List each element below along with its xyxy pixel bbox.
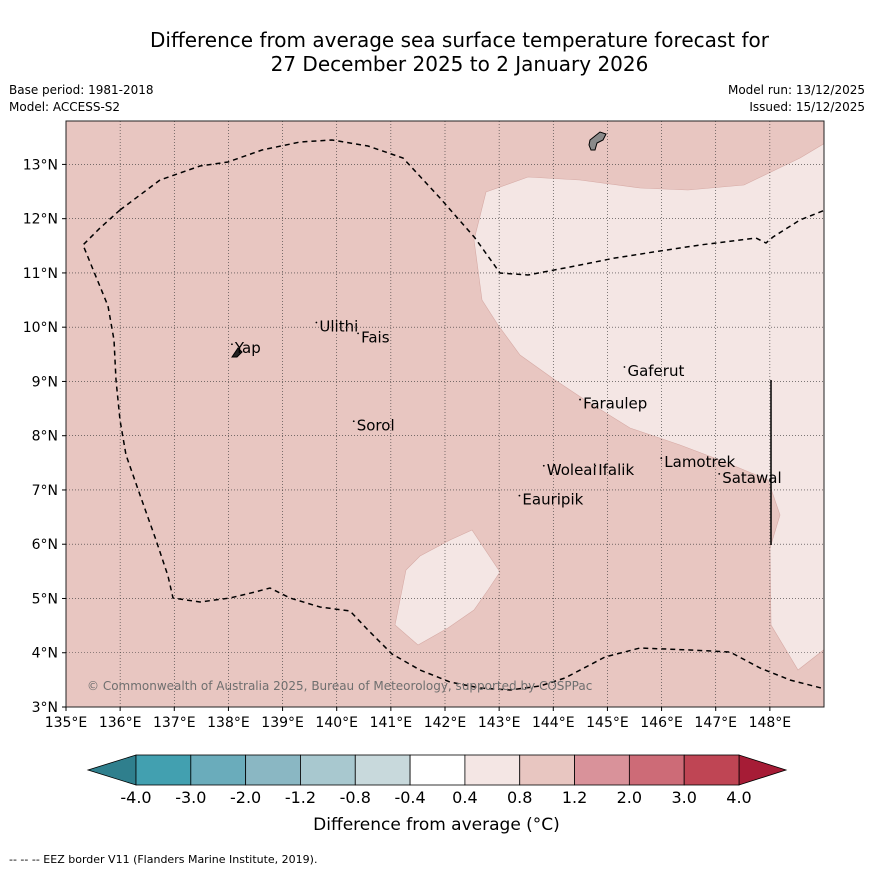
lon-tick-label: 142°E (424, 715, 467, 731)
lon-tick-label: 137°E (153, 715, 196, 731)
eez-footnote: -- -- -- EEZ border V11 (Flanders Marine… (9, 853, 318, 866)
lon-tick-label: 145°E (586, 715, 629, 731)
lon-tick-label: 143°E (478, 715, 521, 731)
place-label: Yap (234, 339, 261, 357)
lat-tick-label: 11°N (23, 266, 58, 282)
latitude-axis: 3°N 4°N 5°N 6°N 7°N 8°N 9°N 10°N 11°N 12°N 13°N (23, 157, 66, 716)
colorbar-tick-label: 3.0 (671, 788, 696, 807)
colorbar-segment (574, 754, 630, 786)
place-label: Faraulep (583, 395, 647, 413)
colorbar-over-arrow (738, 754, 788, 786)
colorbar-under-arrow (86, 754, 137, 786)
colorbar-tick-label: 0.8 (507, 788, 532, 807)
lat-tick-label: 9°N (32, 374, 58, 390)
colorbar-tick-label: -4.0 (120, 788, 151, 807)
lon-tick-label: 139°E (261, 715, 304, 731)
colorbar-tick-label: -2.0 (230, 788, 261, 807)
place-marker (352, 420, 355, 423)
place-marker (594, 464, 597, 467)
place-marker (718, 473, 721, 475)
place-marker (231, 343, 233, 346)
place-label: Satawal (722, 469, 781, 487)
lon-tick-label: 136°E (99, 715, 142, 731)
colorbar-segment (245, 754, 301, 786)
anomaly-region-northeast (473, 143, 824, 671)
place-marker (542, 464, 545, 467)
place-label: Gaferut (627, 362, 684, 380)
anomaly-region-south (394, 529, 501, 646)
colorbar-segment (354, 754, 411, 786)
lat-tick-label: 5°N (32, 591, 58, 607)
place-marker (315, 321, 318, 324)
colorbar-tick-label: 4.0 (726, 788, 751, 807)
guam-island (588, 131, 607, 151)
colorbar-segment (683, 754, 740, 786)
model-name: Model: ACCESS-S2 (9, 100, 121, 114)
colorbar-tick-label: -0.4 (394, 788, 425, 807)
lat-tick-label: 4°N (32, 646, 58, 662)
issued-date: Issued: 15/12/2025 (749, 100, 865, 114)
lat-tick-label: 10°N (23, 320, 58, 336)
colorbar-tick-label: 2.0 (617, 788, 642, 807)
colorbar-segment (190, 754, 247, 786)
lon-tick-label: 141°E (370, 715, 413, 731)
colorbar-segment (519, 754, 575, 786)
place-label: Sorol (357, 416, 395, 434)
place-marker (660, 457, 663, 460)
colorbar-segment (300, 754, 356, 786)
lat-tick-label: 7°N (32, 483, 58, 499)
lon-tick-label: 140°E (315, 715, 358, 731)
colorbar-tick-label: 1.2 (562, 788, 587, 807)
colorbar-segment (628, 754, 685, 786)
colorbar-segment (409, 754, 466, 786)
meta-right: Model run: 13/12/2025 Issued: 15/12/2025 (728, 82, 865, 116)
colorbar-segment (135, 754, 192, 786)
yap-island (231, 347, 243, 358)
graticule (66, 121, 824, 707)
lat-tick-label: 12°N (23, 212, 58, 228)
colorbar-tick-label: -0.8 (340, 788, 371, 807)
model-run: Model run: 13/12/2025 (727, 83, 865, 97)
longitude-axis: 135°E 136°E 137°E 138°E 139°E 140°E 141°E 142°E… (45, 707, 791, 731)
place-label: Eauripik (522, 491, 583, 509)
meta-left: Base period: 1981-2018 Model: ACCESS-S2 (9, 82, 154, 116)
colorbar-tick-label: -1.2 (285, 788, 316, 807)
place-label: Ifalik (598, 461, 634, 479)
copyright-note: © Commonwealth of Australia 2025, Bureau… (87, 679, 592, 693)
place-marker (357, 332, 359, 335)
title-line-2: 27 December 2025 to 2 January 2026 (270, 52, 649, 76)
lon-tick-label: 146°E (640, 715, 683, 731)
base-period: Base period: 1981-2018 (9, 83, 154, 97)
lat-tick-label: 8°N (32, 429, 58, 445)
colorbar-label: Difference from average (°C) (313, 815, 560, 835)
place-label: Lamotrek (664, 453, 735, 471)
map-title: Difference from average sea surface temp… (0, 28, 873, 76)
place-label: Woleai (547, 461, 597, 479)
lon-tick-label: 138°E (207, 715, 250, 731)
colorbar: -4.0 -3.0 -2.0 -1.2 -0.8 -0.4 0.4 0.8 1.2 2.0 3.0 4… (86, 754, 788, 807)
lat-tick-label: 13°N (23, 157, 58, 173)
place-label: Fais (361, 328, 390, 346)
lon-tick-label: 148°E (749, 715, 792, 731)
colorbar-segment (464, 754, 521, 786)
colorbar-tick-label: 0.4 (452, 788, 477, 807)
lat-tick-label: 3°N (32, 700, 58, 716)
lon-tick-label: 135°E (45, 715, 88, 731)
eez-border (82, 139, 824, 691)
lon-tick-label: 144°E (532, 715, 575, 731)
place-marker (579, 398, 581, 401)
title-line-1: Difference from average sea surface temp… (149, 28, 769, 52)
lat-tick-label: 6°N (32, 537, 58, 553)
place-label: Ulithi (319, 318, 358, 336)
place-marker (518, 494, 521, 497)
colorbar-tick-label: -3.0 (175, 788, 206, 807)
place-marker (623, 366, 626, 368)
lon-tick-label: 147°E (694, 715, 737, 731)
